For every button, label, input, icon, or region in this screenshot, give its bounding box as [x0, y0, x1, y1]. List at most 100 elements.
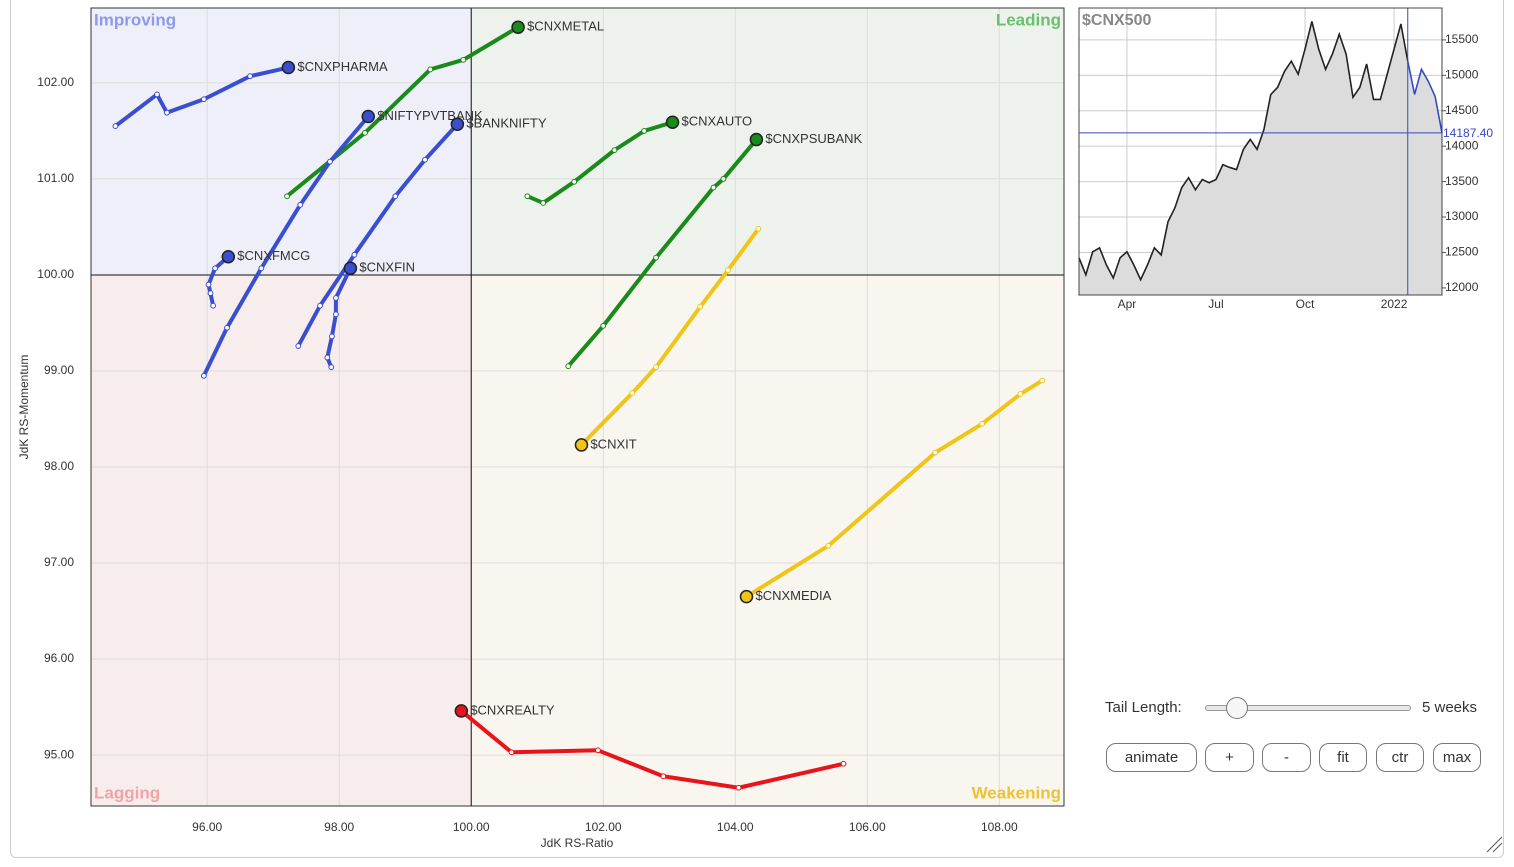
- y-tick-label: 15000: [1445, 67, 1479, 81]
- tail-point: [653, 254, 659, 261]
- tail-point: [154, 91, 160, 98]
- head-marker: [343, 261, 358, 275]
- x-tick-label: Oct: [1296, 297, 1315, 311]
- x-tick-label: Jul: [1208, 297, 1223, 311]
- price-line: [1078, 21, 1409, 282]
- y-tick-label: 96.00: [44, 651, 74, 665]
- series-label: $CNXMEDIA: [755, 588, 831, 603]
- plot-border: [90, 7, 1065, 807]
- tail-point: [333, 295, 339, 301]
- x-tick-label: 100.00: [453, 820, 490, 834]
- tail-length-value: 5 weeks: [1422, 699, 1478, 716]
- tail-point: [247, 73, 253, 80]
- tail-point: [524, 193, 531, 200]
- x-tick-label: 108.00: [981, 820, 1018, 834]
- tail-point: [422, 156, 428, 163]
- x-tick-label: 98.00: [324, 820, 354, 834]
- tail-point: [297, 201, 304, 208]
- y-tick-label: 102.00: [37, 75, 74, 89]
- y-tick-label: 99.00: [44, 363, 74, 377]
- tail-point: [210, 302, 217, 309]
- head-marker: [450, 117, 465, 131]
- tail-point: [725, 267, 731, 274]
- series-label: $CNXAUTO: [682, 114, 753, 129]
- last-value-label: 14187.40: [1443, 126, 1493, 140]
- head-marker: [221, 249, 236, 264]
- tail-point: [392, 193, 399, 200]
- plus-button[interactable]: +: [1205, 743, 1254, 772]
- y-tick-label: 95.00: [44, 747, 74, 761]
- tail-point: [1039, 377, 1046, 384]
- series-label: $CNXFIN: [359, 260, 415, 275]
- tail-line: [459, 708, 846, 790]
- head-marker: [574, 438, 589, 452]
- max-button[interactable]: max: [1433, 743, 1481, 772]
- price-line: [1406, 60, 1443, 134]
- tail-point: [720, 176, 727, 182]
- tail-point: [327, 158, 333, 165]
- animate-button[interactable]: animate: [1106, 743, 1197, 772]
- fit-button[interactable]: fit: [1319, 743, 1367, 772]
- tail-point: [164, 109, 170, 116]
- area: [1407, 61, 1442, 295]
- ctr-button[interactable]: ctr: [1376, 743, 1424, 772]
- slider-thumb[interactable]: [1226, 697, 1248, 719]
- quadrant-label: Improving: [94, 10, 176, 29]
- slider-track[interactable]: [1205, 705, 1411, 711]
- tail-point: [697, 303, 704, 310]
- tail-point: [710, 184, 717, 191]
- series-label: $CNXPSUBANK: [765, 131, 862, 146]
- tail-point: [979, 420, 986, 427]
- minus-button[interactable]: -: [1262, 743, 1311, 772]
- x-tick-label: 96.00: [192, 820, 222, 834]
- y-tick-label: 98.00: [44, 459, 74, 473]
- tail-point: [317, 302, 323, 309]
- tail-point: [224, 324, 230, 331]
- plot-border: [1078, 7, 1443, 296]
- tail-point: [600, 322, 607, 329]
- y-tick-label: 12500: [1445, 245, 1479, 259]
- quadrant-background: [91, 8, 472, 275]
- x-axis-title: JdK RS-Ratio: [541, 836, 614, 850]
- tail-point: [565, 363, 572, 370]
- tail-line: [296, 122, 460, 349]
- y-tick-label: 12000: [1445, 280, 1479, 294]
- tail-point: [540, 200, 547, 206]
- tail-line: [201, 114, 371, 378]
- tail-point: [258, 265, 265, 272]
- tail-point: [324, 354, 331, 361]
- y-tick-label: 14000: [1445, 138, 1479, 152]
- tail-point: [295, 343, 302, 349]
- y-axis-title: JdK RS-Momentum: [17, 355, 31, 460]
- chart-title: $CNX500: [1082, 12, 1151, 29]
- tail-point: [212, 265, 219, 272]
- tail-point: [629, 390, 636, 396]
- tail-line: [113, 65, 291, 129]
- tail-point: [333, 311, 339, 318]
- tail-point: [595, 747, 601, 754]
- tail-line: [566, 137, 759, 369]
- tail-point: [284, 193, 290, 200]
- tail-point: [351, 251, 358, 258]
- head-marker: [454, 704, 469, 718]
- tail-point: [508, 749, 515, 756]
- tail-line: [579, 226, 761, 447]
- x-tick-label: 102.00: [585, 820, 622, 834]
- tail-point: [460, 56, 467, 63]
- tail-point: [1017, 391, 1024, 397]
- x-tick-label: Apr: [1118, 297, 1137, 311]
- series-label: $CNXIT: [590, 436, 636, 451]
- y-tick-label: 100.00: [37, 267, 74, 281]
- tail-point: [207, 290, 214, 297]
- tail-length-label: Tail Length:: [1105, 699, 1182, 716]
- y-tick-label: 101.00: [37, 171, 74, 185]
- tail-point: [205, 281, 212, 288]
- quadrant-label: Leading: [996, 10, 1061, 29]
- y-tick-label: 97.00: [44, 555, 74, 569]
- y-tick-label: 13000: [1445, 209, 1479, 223]
- head-marker: [511, 20, 525, 34]
- tail-point: [825, 542, 832, 549]
- series-label: $CNXMETAL: [527, 19, 604, 34]
- tail-point: [611, 147, 618, 154]
